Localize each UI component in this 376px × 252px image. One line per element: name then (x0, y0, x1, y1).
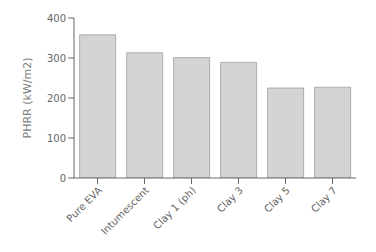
svg-text:Clay 5: Clay 5 (262, 185, 292, 215)
svg-text:Clay 7: Clay 7 (309, 185, 339, 215)
svg-text:0: 0 (60, 173, 66, 184)
svg-text:200: 200 (47, 93, 66, 104)
svg-text:100: 100 (47, 133, 66, 144)
svg-text:300: 300 (47, 53, 66, 64)
svg-text:PHRR (kW/m2): PHRR (kW/m2) (21, 58, 34, 139)
svg-text:400: 400 (47, 13, 66, 24)
svg-text:Clay 3: Clay 3 (215, 185, 245, 215)
svg-text:Intumescent: Intumescent (99, 185, 151, 237)
svg-text:Clay 1 (ph): Clay 1 (ph) (151, 185, 198, 232)
svg-text:Pure EVA: Pure EVA (64, 185, 104, 225)
